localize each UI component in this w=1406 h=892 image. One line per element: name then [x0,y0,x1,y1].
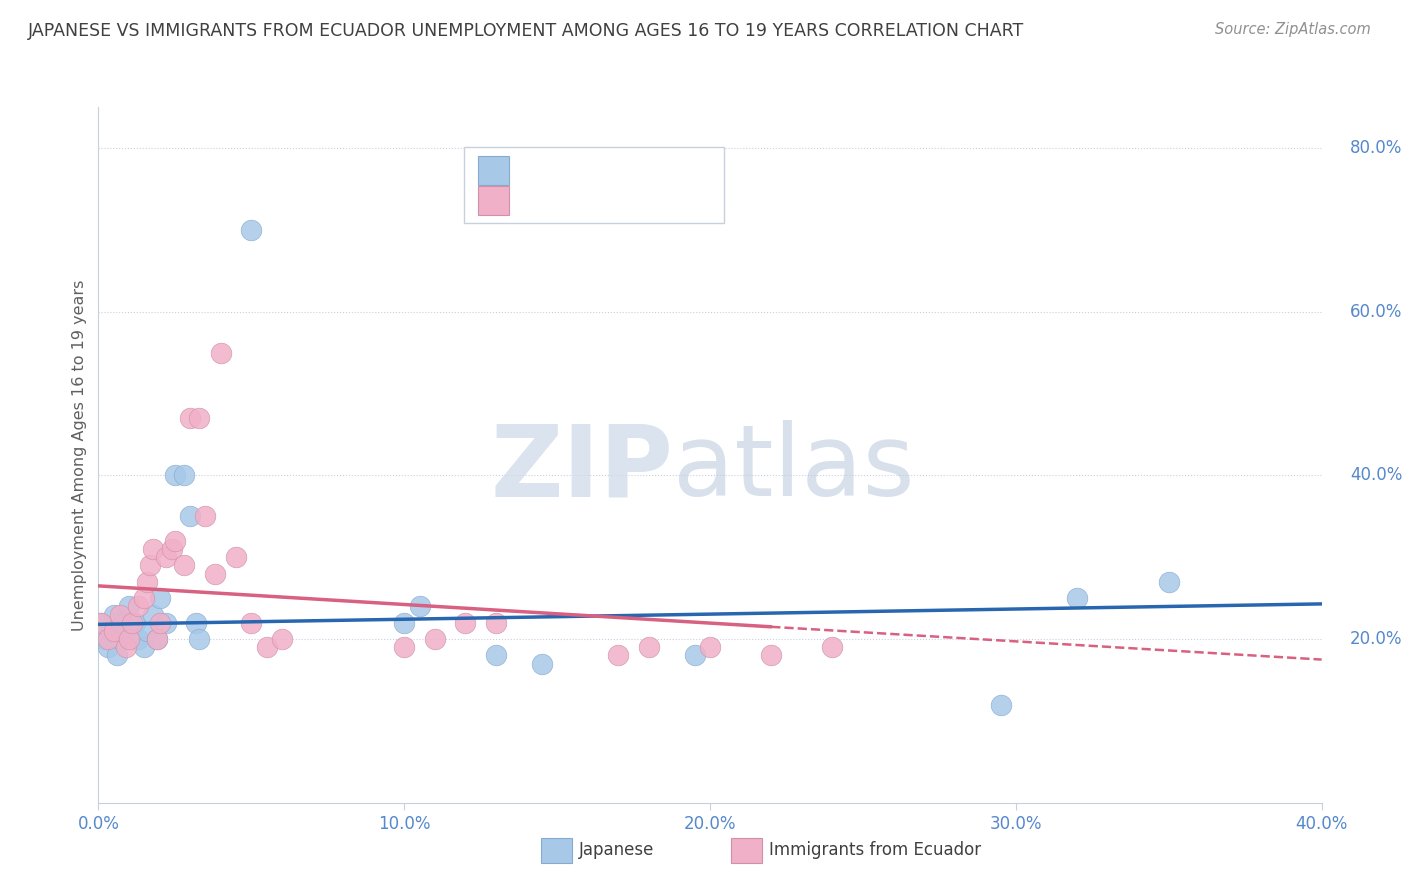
Point [145,632,167,646]
Text: ZIP: ZIP [491,420,673,517]
Point [97,632,120,646]
Point [240,223,263,237]
Point [256,640,278,655]
Point [155,615,177,630]
Point [173,558,195,573]
Point [136,574,159,589]
Point [108,632,131,646]
Text: JAPANESE VS IMMIGRANTS FROM ECUADOR UNEMPLOYMENT AMONG AGES 16 TO 19 YEARS CORRE: JAPANESE VS IMMIGRANTS FROM ECUADOR UNEM… [28,22,1025,40]
Point [111,615,134,630]
Point [454,615,477,630]
Point [108,607,131,622]
Text: R =  0.025   N = 31: R = 0.025 N = 31 [523,168,693,186]
Point [163,468,186,483]
Point [423,632,446,646]
Text: 80.0%: 80.0% [1350,139,1402,157]
Point [179,411,201,425]
Point [142,542,165,557]
Text: Japanese: Japanese [579,841,655,859]
Text: 40.0%: 40.0% [1350,467,1402,484]
Point [607,648,630,663]
Point [115,640,138,655]
Point [127,632,149,646]
Point [188,411,211,425]
Text: R = -0.082   N = 36: R = -0.082 N = 36 [523,198,695,216]
Text: atlas: atlas [673,420,915,517]
Point [139,558,162,573]
Text: Immigrants from Ecuador: Immigrants from Ecuador [769,841,981,859]
Point [118,632,141,646]
Point [149,615,172,630]
Point [103,624,125,638]
Point [179,509,201,524]
Point [209,345,232,359]
Point [136,624,159,638]
Point [821,640,844,655]
Point [100,624,122,638]
Point [93,632,115,646]
Point [124,615,146,630]
Point [145,632,167,646]
Point [392,640,416,655]
Point [683,648,706,663]
Point [1066,591,1088,606]
Point [530,657,553,671]
Y-axis label: Unemployment Among Ages 16 to 19 years: Unemployment Among Ages 16 to 19 years [72,279,87,631]
Point [408,599,430,614]
Point [392,615,416,630]
Point [204,566,226,581]
Point [127,599,149,614]
Point [90,615,112,630]
Point [149,591,172,606]
Point [163,533,186,548]
Point [990,698,1012,712]
Point [485,615,508,630]
Point [90,615,112,630]
Point [134,640,156,655]
Point [97,640,120,655]
Point [240,615,263,630]
Point [118,599,141,614]
Point [225,550,247,565]
Text: Source: ZipAtlas.com: Source: ZipAtlas.com [1215,22,1371,37]
Point [637,640,661,655]
Point [270,632,292,646]
Point [105,648,128,663]
Point [173,468,195,483]
Point [142,607,165,622]
Point [759,648,782,663]
Point [155,550,177,565]
Point [194,509,217,524]
Point [485,648,508,663]
Point [1157,574,1180,589]
Text: 20.0%: 20.0% [1350,630,1402,648]
Text: 60.0%: 60.0% [1350,302,1402,321]
Point [134,591,156,606]
Point [186,615,208,630]
Point [103,607,125,622]
Point [160,542,183,557]
Point [699,640,721,655]
Point [188,632,211,646]
Point [121,615,143,630]
